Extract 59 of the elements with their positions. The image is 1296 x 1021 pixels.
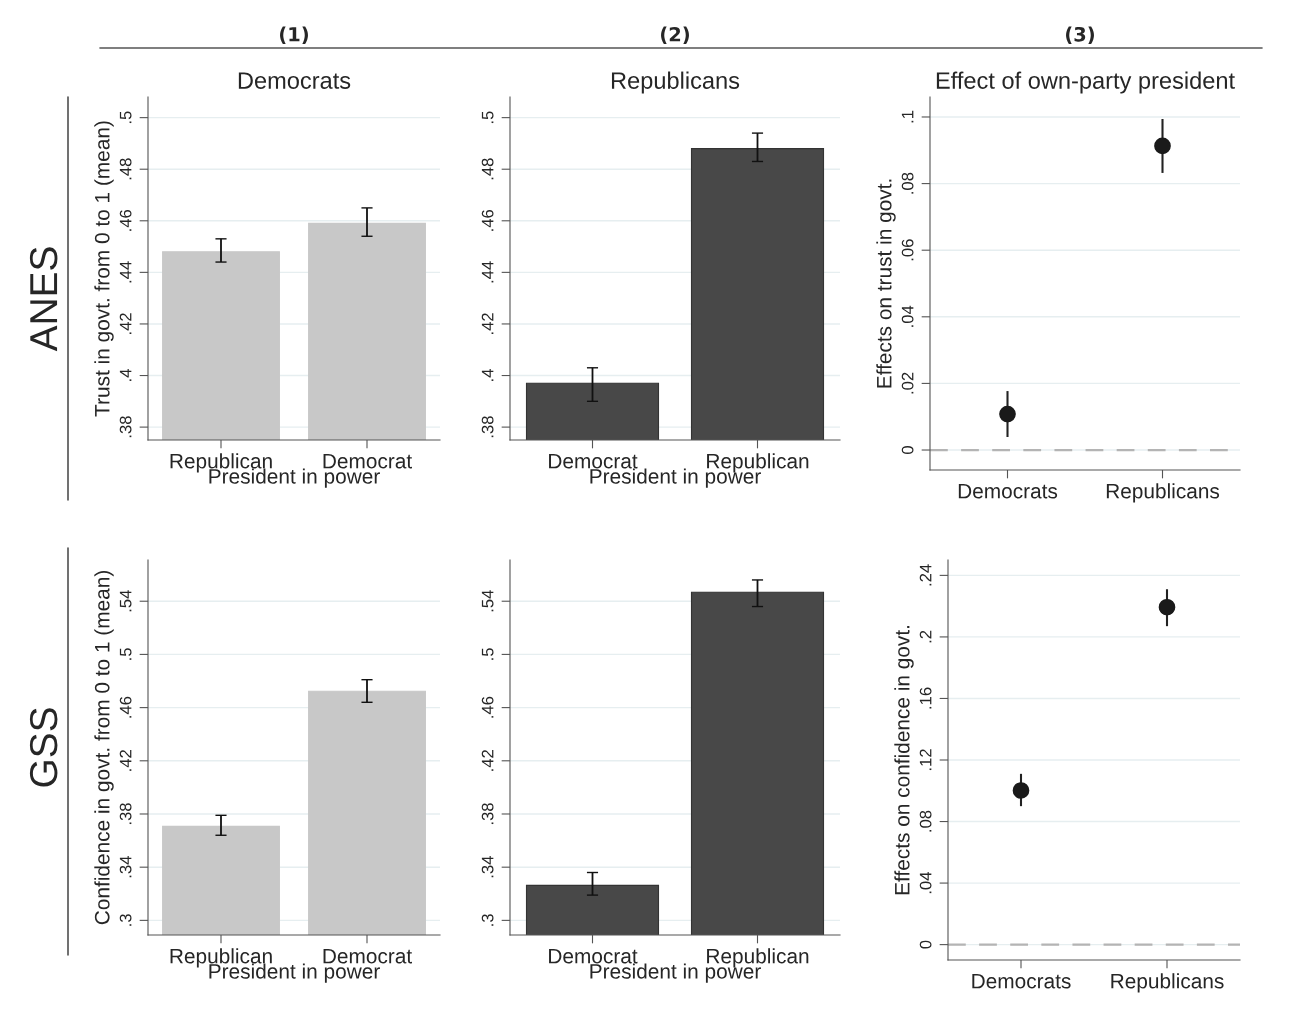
y-tick-label: .5 <box>119 111 132 124</box>
y-tick-label: .44 <box>481 261 494 283</box>
y-tick-label: .08 <box>919 810 932 832</box>
y-axis-title: Trust in govt. from 0 to 1 (mean) <box>94 121 114 417</box>
y-tick-label: .48 <box>119 158 132 180</box>
y-tick-label: .42 <box>481 313 494 335</box>
y-tick-label: 0 <box>919 940 932 949</box>
x-tick-label: Republican <box>707 948 809 968</box>
y-axis-title: Effects on trust in govt. <box>876 179 896 388</box>
y-tick-label: .4 <box>119 369 132 381</box>
y-tick-label: .02 <box>901 372 914 394</box>
y-tick-label: .5 <box>481 111 494 124</box>
x-tick-label: Democrat <box>323 453 412 469</box>
y-tick-label: .46 <box>481 209 494 231</box>
chart-title: Effect of own-party president <box>936 71 1235 94</box>
y-tick-label: .38 <box>481 416 494 438</box>
x-tick-label: Democrat <box>549 948 638 964</box>
y-tick-label: 0 <box>901 446 914 454</box>
y-tick-label: .46 <box>119 696 132 718</box>
y-tick-label: .04 <box>901 305 914 327</box>
y-tick-label: .06 <box>901 239 914 261</box>
text: ANES <box>29 247 58 352</box>
y-tick-label: .08 <box>901 172 914 194</box>
y-tick-label: .42 <box>119 313 132 335</box>
y-tick-label: .12 <box>919 749 932 771</box>
text: (3) <box>1066 26 1094 44</box>
y-tick-label: .46 <box>481 696 494 718</box>
y-tick-label: .1 <box>901 110 914 123</box>
text: GSS <box>29 708 58 787</box>
y-tick-label: .38 <box>119 803 132 825</box>
y-tick-label: .3 <box>119 914 132 926</box>
y-tick-label: .38 <box>119 416 132 438</box>
chart-title: Republicans <box>611 71 740 94</box>
y-tick-label: .16 <box>919 687 932 709</box>
x-tick-label: Democrat <box>549 453 638 469</box>
y-axis-title: Confidence in govt. from 0 to 1 (mean) <box>94 571 114 925</box>
y-tick-label: .2 <box>919 630 932 643</box>
y-tick-label: .5 <box>119 648 132 660</box>
y-tick-label: .54 <box>119 590 132 612</box>
text: (1) <box>280 26 308 44</box>
y-tick-label: .3 <box>481 914 494 926</box>
y-tick-label: .5 <box>481 648 494 660</box>
text: (2) <box>661 26 689 44</box>
y-tick-label: .38 <box>481 803 494 825</box>
y-axis-title: Effects on confidence in govt. <box>894 626 914 895</box>
y-tick-label: .4 <box>481 369 494 381</box>
x-tick-label: Democrat <box>323 948 412 964</box>
y-tick-label: .48 <box>481 158 494 180</box>
y-tick-label: .54 <box>481 590 494 612</box>
chart-title: Democrats <box>238 72 351 89</box>
y-tick-label: .42 <box>481 750 494 771</box>
y-tick-label: .04 <box>919 871 932 894</box>
y-tick-label: .46 <box>119 209 132 231</box>
y-tick-label: .34 <box>119 856 132 878</box>
y-tick-label: .42 <box>119 750 132 771</box>
y-tick-label: .34 <box>481 856 494 878</box>
x-tick-label: Republican <box>707 453 809 473</box>
y-tick-label: .44 <box>119 261 132 283</box>
y-tick-label: .24 <box>919 564 932 586</box>
